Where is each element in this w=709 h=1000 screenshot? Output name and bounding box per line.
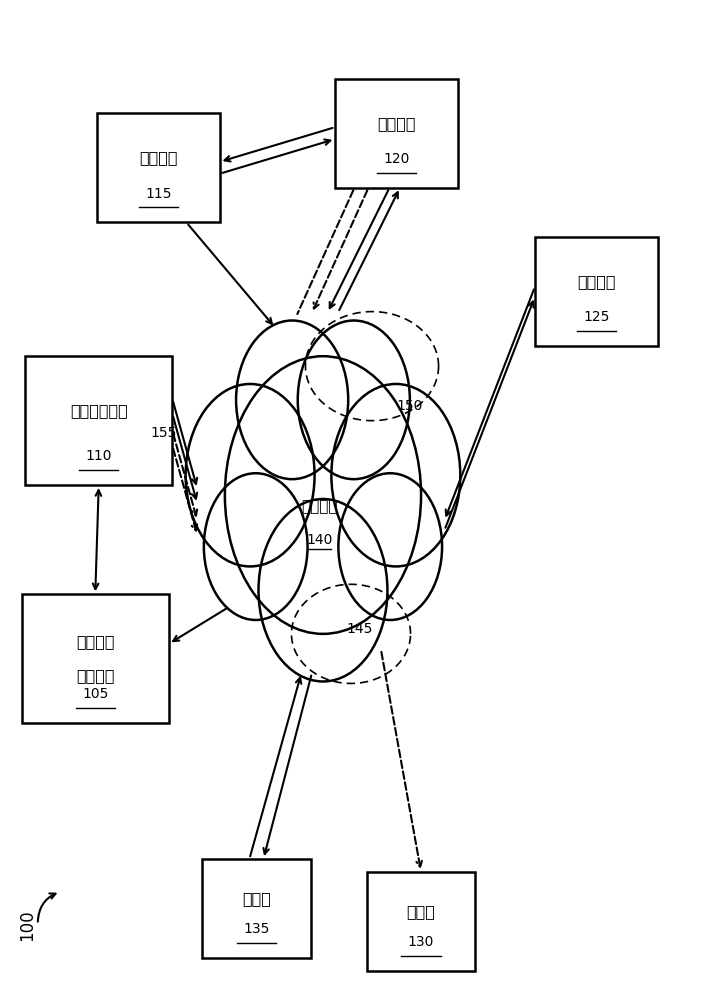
FancyBboxPatch shape xyxy=(367,872,475,971)
Text: 140: 140 xyxy=(306,533,333,547)
Text: 130: 130 xyxy=(408,935,434,949)
FancyBboxPatch shape xyxy=(335,79,458,188)
FancyBboxPatch shape xyxy=(26,356,172,485)
Text: 提供方: 提供方 xyxy=(242,891,271,906)
Text: 基础结构: 基础结构 xyxy=(76,668,114,683)
Text: 移动设备: 移动设备 xyxy=(139,150,177,165)
Text: 120: 120 xyxy=(384,152,410,166)
Circle shape xyxy=(204,473,308,620)
Text: 提供方: 提供方 xyxy=(407,904,435,919)
Text: 115: 115 xyxy=(145,187,172,201)
Text: 135: 135 xyxy=(243,922,269,936)
Text: 用户设备: 用户设备 xyxy=(577,274,615,289)
Text: 100: 100 xyxy=(18,910,36,941)
Text: 145: 145 xyxy=(347,622,374,636)
Text: 通信网络: 通信网络 xyxy=(301,499,337,514)
FancyBboxPatch shape xyxy=(202,859,311,958)
Circle shape xyxy=(298,321,410,479)
Circle shape xyxy=(186,384,315,566)
Text: 150: 150 xyxy=(396,399,423,413)
Text: 155: 155 xyxy=(151,426,177,440)
Text: 内容基础结构: 内容基础结构 xyxy=(70,403,128,418)
FancyBboxPatch shape xyxy=(97,113,220,222)
Text: 110: 110 xyxy=(86,449,112,463)
Circle shape xyxy=(225,356,421,634)
Text: 125: 125 xyxy=(583,310,610,324)
Circle shape xyxy=(259,499,387,681)
Text: 105: 105 xyxy=(82,687,108,701)
Circle shape xyxy=(236,321,348,479)
Circle shape xyxy=(338,473,442,620)
Text: 配套设备: 配套设备 xyxy=(377,116,415,131)
FancyBboxPatch shape xyxy=(22,594,169,723)
Text: 身份管理: 身份管理 xyxy=(76,634,114,649)
FancyBboxPatch shape xyxy=(535,237,657,346)
Circle shape xyxy=(331,384,460,566)
